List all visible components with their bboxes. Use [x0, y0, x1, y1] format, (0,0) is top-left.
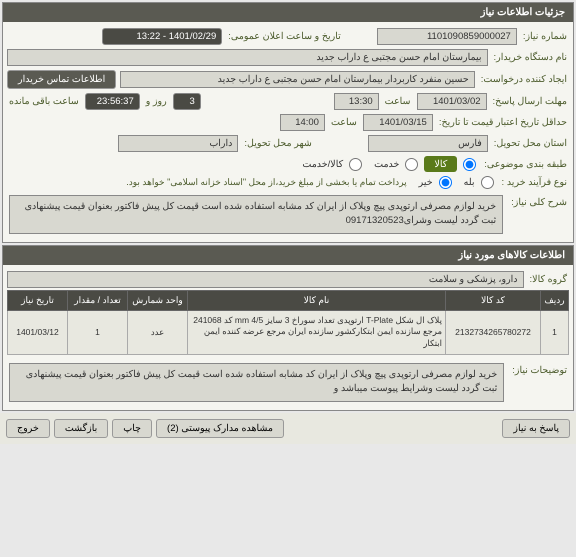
creator-field: حسین منفرد کاربردار بیمارستان امام حسن م…: [120, 71, 475, 88]
td-row: 1: [541, 310, 569, 355]
validity-time-field: 14:00: [280, 114, 325, 131]
th-row: ردیف: [541, 290, 569, 310]
row-creator: ایجاد کننده درخواست: حسین منفرد کاربردار…: [7, 68, 569, 91]
panel1-body: شماره نیاز: 1101090859000027 تاریخ و ساع…: [3, 22, 573, 242]
reply-time-field: 13:30: [334, 93, 379, 110]
radio-yes-label: بله: [464, 177, 475, 188]
remain-days-field: 3: [173, 93, 201, 110]
td-date: 1401/03/12: [8, 310, 68, 355]
goods-table: ردیف کد کالا نام کالا واحد شمارش تعداد /…: [7, 290, 569, 356]
desc-label: شرح کلی نیاز:: [509, 193, 569, 208]
exit-button[interactable]: خروج: [6, 419, 50, 438]
cat-goods-badge: کالا: [424, 156, 457, 172]
back-button[interactable]: بازگشت: [54, 419, 108, 438]
panel1-header: جزئیات اطلاعات نیاز: [3, 3, 573, 22]
footer-buttons: پاسخ به نیاز مشاهده مدارک پیوستی (2) چاپ…: [0, 413, 576, 444]
print-button[interactable]: چاپ: [112, 419, 152, 438]
desc-textbox: خرید لوازم مصرفی ارتوپدی پیچ وپلاک از ای…: [9, 195, 503, 234]
row-buyer: نام دستگاه خریدار: بیمارستان امام حسن مج…: [7, 47, 569, 68]
panel2-header: اطلاعات کالاهای مورد نیاز: [3, 246, 573, 265]
row-reply-deadline: مهلت ارسال پاسخ: 1401/03/02 ساعت 13:30 3…: [7, 91, 569, 112]
validity-label: حداقل تاریخ اعتبار قیمت تا تاریخ:: [437, 117, 569, 128]
table-row[interactable]: 1 2132734265780272 پلاک ال شکل T-Plate ا…: [8, 310, 569, 355]
radio-goods-service[interactable]: [349, 158, 362, 171]
th-code: کد کالا: [446, 290, 541, 310]
reply-need-button[interactable]: پاسخ به نیاز: [502, 419, 570, 438]
th-name: نام کالا: [188, 290, 446, 310]
view-attachments-button[interactable]: مشاهده مدارک پیوستی (2): [156, 419, 284, 438]
announce-field: 1401/02/29 - 13:22: [102, 28, 222, 45]
row-location: استان محل تحویل: فارس شهر محل تحویل: دار…: [7, 133, 569, 154]
th-qty: تعداد / مقدار: [68, 290, 128, 310]
cat-service-label: خدمت: [374, 159, 399, 170]
process-label: نوع فرآیند خرید :: [500, 177, 569, 188]
radio-yes[interactable]: [481, 176, 494, 189]
group-field: دارو، پزشکی و سلامت: [7, 271, 524, 288]
need-details-panel: جزئیات اطلاعات نیاز شماره نیاز: 11010908…: [2, 2, 574, 243]
city-field: داراب: [118, 135, 238, 152]
th-unit: واحد شمارش: [128, 290, 188, 310]
row-notes: توضیحات نیاز: خرید لوازم مصرفی ارتوپدی پ…: [7, 359, 569, 406]
day-label: روز و: [144, 96, 169, 107]
need-no-field: 1101090859000027: [377, 28, 517, 45]
province-field: فارس: [368, 135, 488, 152]
buyer-field: بیمارستان امام حسن مجتبی ع داراب جدید: [7, 49, 488, 66]
radio-no-label: خیر: [419, 177, 433, 188]
time-label-2: ساعت: [329, 117, 359, 128]
row-category: طبقه بندی موضوعی: کالا خدمت کالا/خدمت: [7, 154, 569, 174]
goods-info-panel: اطلاعات کالاهای مورد نیاز گروه کالا: دار…: [2, 245, 574, 411]
notes-label: توضیحات نیاز:: [510, 361, 569, 376]
radio-no[interactable]: [439, 176, 452, 189]
td-name: پلاک ال شکل T-Plate ارتوپدی تعداد سوراخ …: [188, 310, 446, 355]
contact-buyer-button[interactable]: اطلاعات تماس خریدار: [7, 70, 116, 89]
remain-label: ساعت باقی مانده: [7, 96, 81, 107]
city-label: شهر محل تحویل:: [242, 138, 313, 149]
reply-date-field: 1401/03/02: [417, 93, 487, 110]
announce-label: تاریخ و ساعت اعلان عمومی:: [226, 31, 343, 42]
panel2-body: گروه کالا: دارو، پزشکی و سلامت ردیف کد ک…: [3, 265, 573, 410]
category-label: طبقه بندی موضوعی:: [482, 159, 569, 170]
td-code: 2132734265780272: [446, 310, 541, 355]
row-process: نوع فرآیند خرید : بله خیر پرداخت تمام یا…: [7, 174, 569, 191]
th-date: تاریخ نیاز: [8, 290, 68, 310]
row-group: گروه کالا: دارو، پزشکی و سلامت: [7, 269, 569, 290]
province-label: استان محل تحویل:: [492, 138, 569, 149]
need-no-label: شماره نیاز:: [521, 31, 569, 42]
validity-date-field: 1401/03/15: [363, 114, 433, 131]
td-qty: 1: [68, 310, 128, 355]
td-unit: عدد: [128, 310, 188, 355]
reply-label: مهلت ارسال پاسخ:: [491, 96, 569, 107]
group-label: گروه کالا:: [528, 274, 569, 285]
cat-goods-service-label: کالا/خدمت: [302, 159, 343, 170]
table-header-row: ردیف کد کالا نام کالا واحد شمارش تعداد /…: [8, 290, 569, 310]
row-price-validity: حداقل تاریخ اعتبار قیمت تا تاریخ: 1401/0…: [7, 112, 569, 133]
notes-textbox: خرید لوازم مصرفی ارتوپدی پیچ وپلاک از ای…: [9, 363, 504, 402]
radio-goods[interactable]: [463, 158, 476, 171]
time-label-1: ساعت: [383, 96, 413, 107]
radio-service[interactable]: [405, 158, 418, 171]
row-need-no: شماره نیاز: 1101090859000027 تاریخ و ساع…: [7, 26, 569, 47]
creator-label: ایجاد کننده درخواست:: [479, 74, 569, 85]
buyer-label: نام دستگاه خریدار:: [492, 52, 570, 63]
remain-time-field: 23:56:37: [85, 93, 140, 110]
process-note: پرداخت تمام یا بخشی از مبلغ خرید،از محل …: [124, 177, 408, 188]
row-description: شرح کلی نیاز: خرید لوازم مصرفی ارتوپدی پ…: [7, 191, 569, 238]
